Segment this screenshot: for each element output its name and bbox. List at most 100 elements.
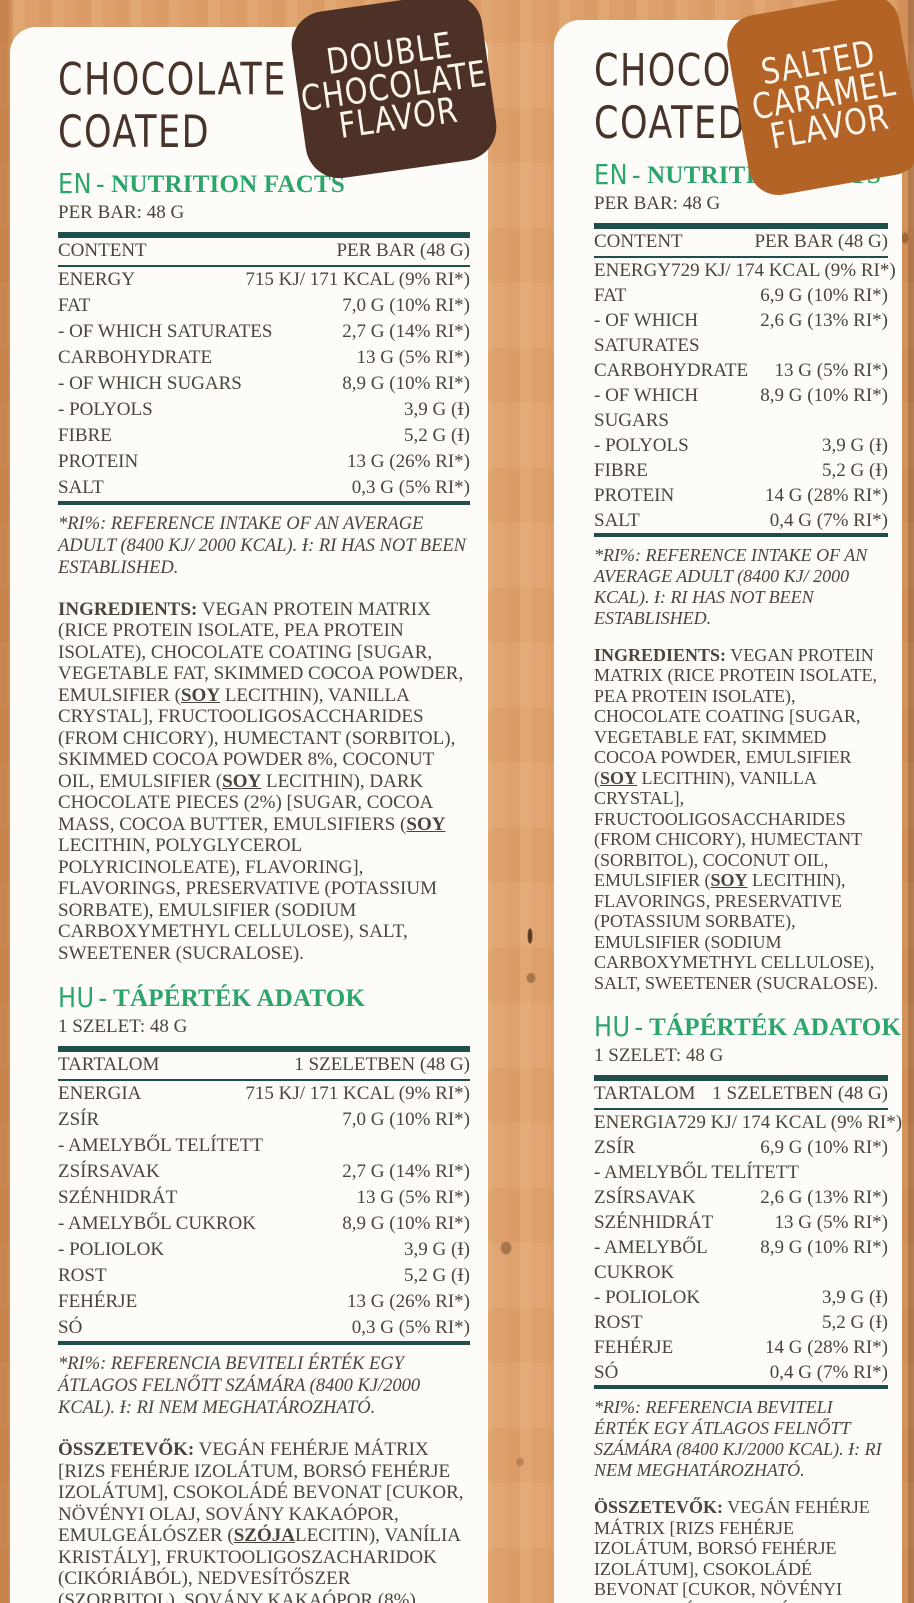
table-header-content: CONTENT xyxy=(594,230,683,252)
nutrient-row: - AMELYBŐL CUKROK 8,9 G (10% RI*) xyxy=(594,1235,888,1285)
nutrition-table-en: CONTENT PER BAR (48 G) ENERGY 729 KJ/ 174… xyxy=(594,222,896,537)
flavor-badge-double-chocolate: DOUBLE CHOCOLATE FLAVOR xyxy=(287,0,501,183)
nutrient-label: PROTEIN xyxy=(594,484,675,506)
nutrition-heading-en: EN - NUTRITION FACTS xyxy=(58,167,470,199)
lang-tag-en: EN xyxy=(594,158,628,190)
nutrient-row: - AMELYBŐL TELÍTETT xyxy=(58,1133,470,1159)
nutrient-row: ROST 5,2 G (Ɨ) xyxy=(594,1310,888,1335)
table-header-per-bar: 1 SZELETBEN (48 G) xyxy=(712,1083,888,1105)
nutrient-label: - POLIOLOK xyxy=(594,1287,701,1309)
table-header-per-bar: PER BAR (48 G) xyxy=(336,239,470,261)
nutrient-value: 0,3 G (5% RI*) xyxy=(351,476,470,498)
nutrition-heading-hu: HU - TÁPÉRTÉK ADATOK xyxy=(594,1010,901,1044)
nutrient-label: ZSÍR xyxy=(594,1137,636,1159)
nutrient-row: - POLIOLOK 3,9 G (Ɨ) xyxy=(58,1237,470,1263)
nutrient-label: SÓ xyxy=(58,1317,83,1339)
nutrient-label: SALT xyxy=(594,509,640,531)
nutrition-table-hu: TARTALOM 1 SZELETBEN (48 G) ENERGIA 715 K… xyxy=(58,1046,470,1346)
lang-tag-hu: HU xyxy=(58,982,95,1014)
nutrient-value: 2,7 G (14% RI*) xyxy=(342,320,470,342)
ingredients-label-en: INGREDIENTS: xyxy=(58,598,198,620)
nutrient-label: ZSÍRSAVAK xyxy=(58,1161,160,1183)
footnote-hu: *RI%: REFERENCIA BEVITELI ÉRTÉK EGY ÁTLA… xyxy=(58,1354,421,1419)
footnote-en: *RI%: REFERENCE INTAKE OF AN AVERAGE ADU… xyxy=(594,544,868,628)
serving-size-hu: 1 SZELET: 48 G xyxy=(594,1045,724,1067)
nutrient-row: PROTEIN 13 G (26% RI*) xyxy=(58,449,470,475)
nutrient-row: - POLYOLS 3,9 G (Ɨ) xyxy=(58,397,470,423)
nutrient-label: - AMELYBŐL CUKROK xyxy=(58,1213,256,1235)
flavor-badge-salted-caramel: SALTED CARAMEL FLAVOR xyxy=(722,0,914,200)
ingredients-text-en: VEGAN PROTEIN MATRIX (RICE PROTEIN ISOLA… xyxy=(58,598,464,964)
nutrient-value: 0,3 G (5% RI*) xyxy=(351,1317,470,1339)
ingredients-text-en: VEGAN PROTEIN MATRIX (RICE PROTEIN ISOLA… xyxy=(594,644,879,993)
nutrient-value: 5,2 G (Ɨ) xyxy=(404,1265,470,1287)
nutrient-label: FAT xyxy=(594,284,627,306)
nutrient-label: - AMELYBŐL TELÍTETT xyxy=(58,1135,263,1157)
nutrient-value: 7,0 G (10% RI*) xyxy=(342,294,470,316)
nutrient-value: 729 KJ/ 174 KCAL (9% RI*) xyxy=(677,1112,902,1134)
table-header-row: TARTALOM 1 SZELETBEN (48 G) xyxy=(594,1081,888,1111)
allergen-emphasis: SOY xyxy=(180,684,221,706)
nutrient-label: - OF WHICH SATURATES xyxy=(58,320,273,342)
ingredients-hu: ÖSSZETEVŐK: VEGÁN FEHÉRJE MÁTRIX [RIZS F… xyxy=(58,1439,470,1603)
table-header-row: CONTENT PER BAR (48 G) xyxy=(594,229,888,258)
nutrition-heading-hu: HU - TÁPÉRTÉK ADATOK xyxy=(58,982,470,1014)
ingredients-en: INGREDIENTS: VEGAN PROTEIN MATRIX (RICE … xyxy=(594,645,888,994)
nutrient-value: 3,9 G (Ɨ) xyxy=(822,434,888,456)
product-title-line2: COATED xyxy=(58,107,211,160)
nutrient-value: 6,9 G (10% RI*) xyxy=(760,1137,888,1159)
nutrient-value: 13 G (5% RI*) xyxy=(774,1212,888,1234)
nutrient-row: - POLIOLOK 3,9 G (Ɨ) xyxy=(594,1285,888,1310)
nutrient-label: FAT xyxy=(58,294,91,316)
section-title-hu: - TÁPÉRTÉK ADATOK xyxy=(98,985,366,1013)
nutrient-value: 715 KJ/ 171 KCAL (9% RI*) xyxy=(245,268,470,290)
nutrient-label: FEHÉRJE xyxy=(58,1291,138,1313)
nutrient-value: 3,9 G (Ɨ) xyxy=(822,1287,888,1309)
nutrient-value: 2,6 G (13% RI*) xyxy=(760,309,888,331)
nutrient-row: - OF WHICH SUGARS 8,9 G (10% RI*) xyxy=(58,371,470,397)
nutrient-row: SÓ 0,3 G (5% RI*) xyxy=(58,1315,470,1341)
table-header-per-bar: 1 SZELETBEN (48 G) xyxy=(294,1054,470,1076)
nutrient-value: 8,9 G (10% RI*) xyxy=(760,384,888,406)
nutrient-label: SZÉNHIDRÁT xyxy=(58,1187,178,1209)
ingredients-label-hu: ÖSSZETEVŐK: xyxy=(58,1439,195,1461)
table-header-content: TARTALOM xyxy=(58,1054,160,1076)
nutrient-value: 13 G (26% RI*) xyxy=(347,450,470,472)
nutrient-value: 715 KJ/ 171 KCAL (9% RI*) xyxy=(245,1083,470,1105)
nutrient-value: 13 G (26% RI*) xyxy=(347,1291,470,1313)
nutrient-row: SALT 0,4 G (7% RI*) xyxy=(594,508,888,533)
nutrient-label: SALT xyxy=(58,476,104,498)
allergen-emphasis: SOY xyxy=(600,767,638,788)
table-header-row: CONTENT PER BAR (48 G) xyxy=(58,238,470,267)
ingredients-label-hu: ÖSSZETEVŐK: xyxy=(594,1497,724,1518)
nutrient-label: - OF WHICH SATURATES xyxy=(594,309,703,356)
label-panel-double-chocolate: CHOCOLATE COATED EN - NUTRITION FACTS PER… xyxy=(10,27,488,1603)
nutrient-row: FIBRE 5,2 G (Ɨ) xyxy=(594,458,888,483)
nutrient-label: - OF WHICH SUGARS xyxy=(58,372,242,394)
nutrient-label: CARBOHYDRATE xyxy=(594,359,749,381)
nutrient-label: ENERGY xyxy=(594,259,672,281)
nutrient-row: FIBRE 5,2 G (Ɨ) xyxy=(58,423,470,449)
nutrient-label: - AMELYBŐL TELÍTETT xyxy=(594,1162,799,1184)
ingredients-hu: ÖSSZETEVŐK: VEGÁN FEHÉRJE MÁTRIX [RIZS F… xyxy=(594,1497,888,1603)
nutrient-row: - AMELYBŐL TELÍTETT xyxy=(594,1160,888,1185)
lang-tag-text: EN xyxy=(594,158,629,191)
ingredients-en: INGREDIENTS: VEGAN PROTEIN MATRIX (RICE … xyxy=(58,599,470,965)
lang-tag-text: HU xyxy=(594,1010,631,1044)
nutrient-value: 0,4 G (7% RI*) xyxy=(769,509,888,531)
nutrient-value: 5,2 G (Ɨ) xyxy=(404,424,470,446)
nutrient-row: PROTEIN 14 G (28% RI*) xyxy=(594,483,888,508)
nutrient-row: FEHÉRJE 13 G (26% RI*) xyxy=(58,1289,470,1315)
nutrient-label: ZSÍRSAVAK xyxy=(594,1187,696,1209)
nutrient-row: ENERGY 715 KJ/ 171 KCAL (9% RI*) xyxy=(58,267,470,293)
nutrient-label: ENERGIA xyxy=(594,1112,678,1134)
serving-size-en: PER BAR: 48 G xyxy=(594,192,721,214)
allergen-emphasis: SOY xyxy=(222,770,262,792)
nutrient-value: 2,6 G (13% RI*) xyxy=(760,1187,888,1209)
nutrient-label: - POLIOLOK xyxy=(58,1239,165,1261)
nutrient-value: 6,9 G (10% RI*) xyxy=(760,284,888,306)
product-title-line1: CHOCOLATE xyxy=(58,55,287,107)
nutrient-row: CARBOHYDRATE 13 G (5% RI*) xyxy=(594,358,888,383)
